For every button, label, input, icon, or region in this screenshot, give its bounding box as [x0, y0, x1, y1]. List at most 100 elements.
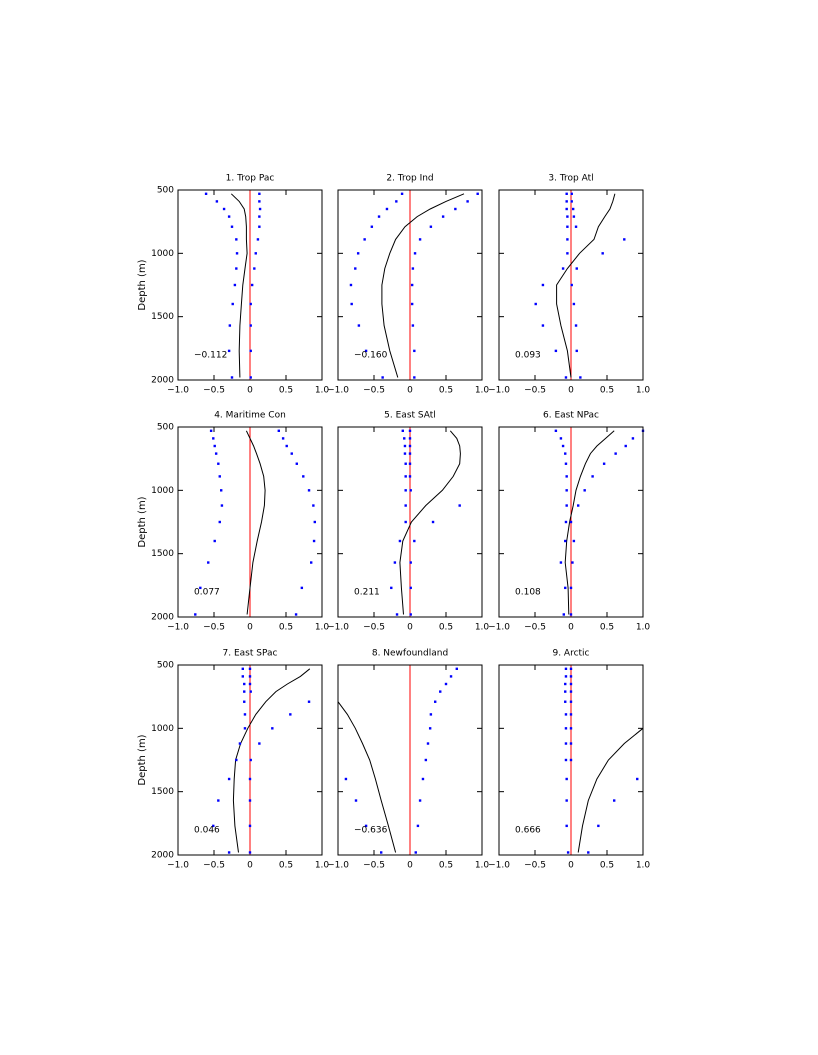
profile-line: [245, 430, 266, 615]
dot: [569, 758, 573, 762]
x-tick-label: 0: [407, 861, 413, 871]
dot: [571, 561, 574, 564]
x-tick-label: 0: [407, 623, 413, 633]
dot: [466, 200, 469, 203]
profile-line: [564, 430, 615, 615]
dot: [241, 675, 244, 678]
dot: [212, 824, 215, 828]
dot: [575, 267, 578, 270]
dot: [218, 520, 221, 524]
profile-line: [556, 193, 616, 378]
dot: [307, 700, 311, 703]
annotation: 0.108: [515, 588, 541, 598]
dot: [614, 452, 617, 455]
x-tick-label: −1.0: [488, 623, 510, 633]
dot: [217, 799, 220, 802]
y-tick-label: 2000: [151, 613, 174, 623]
dot: [570, 200, 573, 203]
dot: [566, 238, 569, 241]
dot: [561, 444, 565, 448]
dot: [213, 539, 216, 543]
dot: [249, 690, 252, 693]
profile-line: [337, 701, 397, 853]
plot-frame: [177, 664, 323, 856]
dot: [258, 742, 261, 745]
dot: [243, 690, 246, 693]
dot: [241, 667, 244, 670]
x-tick-label: 0.5: [279, 861, 293, 871]
dot: [356, 252, 360, 255]
profile-line: [230, 193, 248, 378]
dot: [238, 742, 242, 745]
dot: [569, 675, 573, 678]
dot: [449, 675, 453, 678]
dot: [564, 682, 567, 686]
dot: [565, 824, 568, 828]
dot: [565, 192, 568, 195]
dot: [248, 851, 252, 854]
dot: [564, 667, 568, 670]
dot: [411, 324, 415, 327]
x-tick-label: 0: [568, 623, 574, 633]
dot: [300, 586, 304, 590]
dot: [403, 437, 406, 440]
dot: [404, 475, 407, 478]
dot: [413, 252, 417, 255]
dot: [281, 437, 285, 440]
y-tick-label: 500: [157, 661, 174, 671]
dot: [313, 520, 316, 524]
panel-title: 1. Trop Pac: [226, 174, 275, 184]
dot: [228, 324, 232, 327]
dot: [349, 283, 353, 287]
x-tick-label: −1.0: [488, 861, 510, 871]
dot: [565, 200, 568, 203]
dot: [212, 437, 215, 440]
x-tick-label: −0.5: [524, 623, 546, 633]
dot: [414, 851, 417, 854]
dot: [408, 462, 412, 465]
dot: [413, 539, 416, 543]
plot-frame: [337, 426, 483, 618]
dot: [569, 690, 573, 693]
dot: [194, 613, 197, 616]
x-tick-label: 0.5: [600, 861, 614, 871]
dot: [231, 302, 234, 306]
dot: [428, 727, 432, 730]
dot: [295, 462, 298, 465]
plot-frame: [337, 189, 483, 381]
dot: [408, 429, 412, 432]
dot: [564, 700, 567, 703]
dot: [409, 613, 412, 616]
dot: [227, 777, 231, 781]
dot: [566, 215, 569, 218]
x-tick-label: −0.5: [524, 861, 546, 871]
panel-title: 2. Trop Ind: [386, 174, 433, 184]
dot: [636, 777, 639, 781]
dot: [385, 207, 389, 211]
dot: [574, 324, 578, 327]
dot: [213, 444, 216, 448]
profile-line: [399, 430, 461, 615]
dot: [569, 727, 573, 730]
x-tick-label: −1.0: [167, 386, 189, 396]
dot: [418, 799, 422, 802]
dot: [424, 758, 428, 762]
x-tick-label: 0.5: [600, 623, 614, 633]
y-tick-label: 1500: [151, 787, 174, 797]
annotation: 0.077: [194, 588, 220, 598]
plot-frame: [498, 426, 644, 618]
dot: [404, 520, 407, 524]
dot: [569, 667, 573, 670]
dot: [410, 302, 414, 306]
x-tick-label: 1.0: [636, 623, 651, 633]
dot: [566, 252, 569, 255]
y-tick-label: 1500: [151, 549, 174, 559]
dot: [254, 252, 257, 255]
dot: [258, 225, 261, 228]
dot: [458, 504, 461, 507]
profile-line: [381, 193, 465, 378]
panel-title: 7. East SPac: [223, 649, 278, 659]
panel-title: 9. Arctic: [552, 649, 589, 659]
dot: [370, 225, 374, 228]
x-tick-label: 0: [247, 861, 253, 871]
